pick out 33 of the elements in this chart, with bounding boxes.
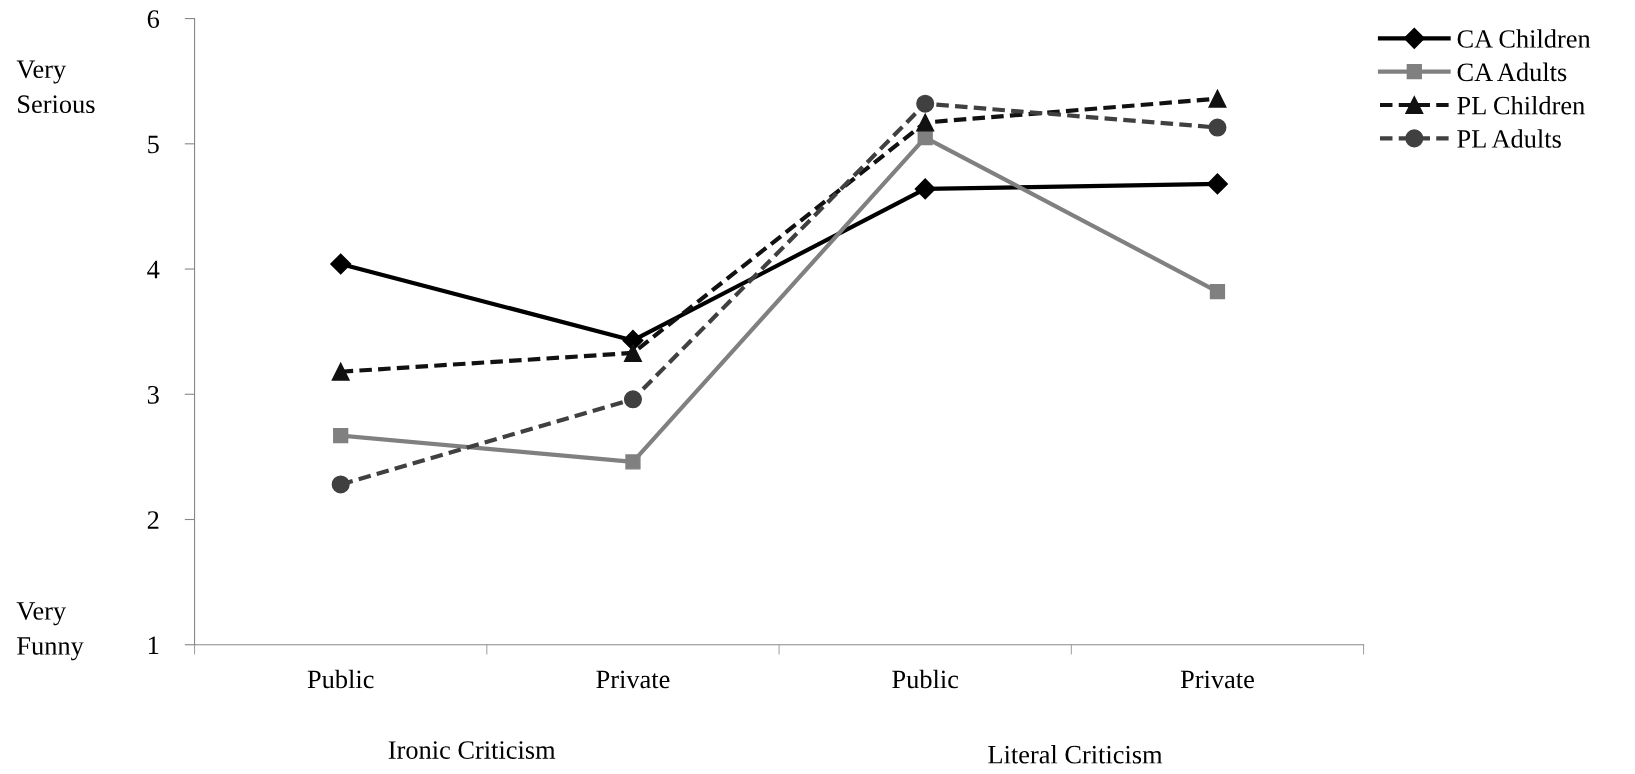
- point: [916, 113, 935, 132]
- x-tick-label: Private: [1180, 670, 1254, 689]
- point: [331, 475, 350, 494]
- point: [914, 178, 936, 200]
- point: [330, 253, 352, 275]
- legend-label: PL Adults: [1457, 129, 1561, 148]
- point: [333, 427, 349, 444]
- point: [623, 390, 642, 409]
- legend-label: CA Children: [1457, 29, 1591, 48]
- y-tick-label: 1: [148, 636, 159, 654]
- y-tick-label: 2: [147, 511, 159, 529]
- point: [1206, 173, 1228, 195]
- text: Ironic Criticism: [388, 741, 556, 759]
- point: [622, 329, 644, 351]
- x-tick-label: Public: [892, 669, 959, 689]
- text: Literal Criticism: [988, 745, 1163, 764]
- legend-label: CA Adults: [1457, 62, 1567, 82]
- x-tick-label: Private: [596, 670, 670, 689]
- y-tick-label: 3: [147, 385, 159, 404]
- point: [331, 362, 350, 381]
- x-tick-label: Public: [307, 669, 374, 689]
- point: [1209, 283, 1226, 300]
- y-tick-label: 5: [148, 135, 159, 154]
- point: [1208, 89, 1227, 108]
- point: [625, 454, 641, 470]
- text: Very Funny: [16, 602, 84, 661]
- text: Very Serious: [16, 60, 95, 114]
- y-tick-label: 6: [147, 10, 160, 28]
- legend-label: PL Children: [1457, 95, 1585, 115]
- point: [1208, 118, 1227, 137]
- point: [916, 94, 935, 113]
- y-tick-label: 4: [147, 260, 160, 279]
- point: [623, 343, 642, 362]
